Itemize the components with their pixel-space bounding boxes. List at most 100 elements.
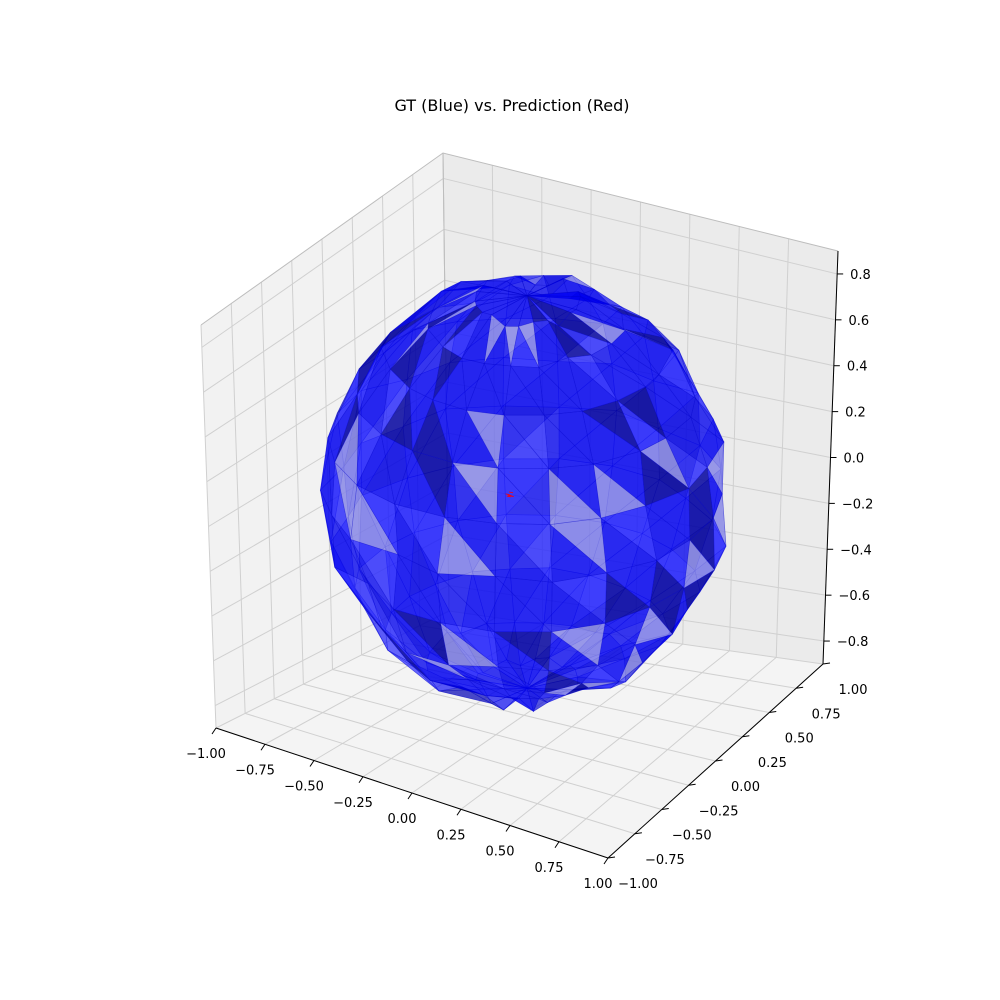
mesh-face — [520, 275, 528, 296]
prediction-points-red — [505, 491, 514, 498]
mesh-face — [389, 328, 429, 389]
mesh-face — [580, 665, 620, 684]
mesh-face — [678, 350, 699, 394]
z-tick-label: −0.8 — [837, 635, 869, 650]
x-tick-label: −0.25 — [333, 796, 373, 811]
y-tick-mark — [634, 832, 642, 835]
z-gridline-left — [201, 178, 444, 348]
x-tick-mark — [358, 776, 364, 784]
y-gridline-floor — [303, 683, 689, 786]
y-tick-label: −0.25 — [699, 804, 739, 819]
y-gridline-floor — [244, 712, 636, 835]
mesh-face — [466, 362, 505, 416]
mesh-face — [695, 397, 725, 443]
z-axis-ticks: −0.8 −0.6 −0.4 −0.2 0.0 0.2 0.4 0.6 0.8 — [823, 268, 874, 650]
mesh-face — [409, 387, 434, 451]
mesh-face — [476, 291, 528, 296]
y-tick-label: 0.25 — [758, 756, 787, 771]
mesh-face — [506, 280, 528, 296]
y-tick-mark — [688, 783, 696, 786]
mesh-face — [448, 664, 505, 690]
mesh-face — [483, 285, 528, 296]
mesh-face — [497, 467, 551, 526]
mesh-face — [526, 295, 578, 313]
mesh-face — [649, 559, 685, 608]
chart-title: GT (Blue) vs. Prediction (Red) — [394, 96, 629, 115]
z-tick-label: −0.6 — [839, 589, 871, 604]
mesh-face — [526, 285, 550, 296]
mesh-face — [438, 686, 492, 704]
mesh-face — [543, 670, 583, 694]
y-tick-mark — [661, 808, 669, 810]
mesh-face — [494, 287, 528, 296]
y-axis-ticks: −1.00 −0.75 −0.50 −0.25 0.00 0.25 0.50 0.75 1.00 — [607, 662, 868, 892]
mesh-face — [504, 688, 545, 700]
mesh-face — [672, 588, 688, 635]
prediction-mark — [508, 494, 513, 497]
x-tick-mark — [505, 825, 511, 832]
y-tick-mark — [822, 662, 831, 665]
mesh-face — [432, 285, 484, 311]
y-tick-mark — [715, 759, 723, 762]
z-tick-label: 0.2 — [845, 406, 866, 421]
mesh-face — [590, 343, 646, 388]
y-gridline-floor — [274, 698, 662, 810]
x-tick-label: 0.00 — [388, 812, 417, 827]
y-tick-label: −1.00 — [618, 877, 658, 892]
mesh-face — [543, 410, 595, 466]
x-tick-label: 1.00 — [584, 877, 613, 892]
x-tick-label: −1.00 — [186, 747, 226, 762]
y-tick-label: 0.00 — [731, 780, 760, 795]
mesh-face — [597, 644, 636, 683]
z-tick-label: 0.0 — [844, 452, 865, 467]
mesh-face — [327, 394, 358, 464]
mesh-face — [436, 573, 496, 633]
mesh-face — [581, 410, 642, 465]
mesh-face — [537, 692, 566, 700]
z-tick-label: 0.4 — [847, 360, 868, 375]
mesh-face — [687, 569, 715, 610]
mesh-face — [442, 312, 483, 359]
mesh-face — [590, 354, 647, 402]
z-tick-label: 0.8 — [850, 268, 871, 283]
y-tick-label: −0.50 — [672, 829, 712, 844]
z-tick-label: −0.2 — [842, 497, 874, 512]
x-tick-mark — [211, 727, 217, 735]
y-tick-mark — [769, 711, 777, 713]
mesh-face — [406, 652, 469, 681]
y-tick-mark — [607, 856, 616, 859]
mesh-face — [498, 666, 549, 694]
mesh-face — [387, 649, 440, 692]
x-tick-mark — [456, 808, 462, 816]
mesh-face — [474, 291, 528, 302]
mesh-face — [570, 312, 626, 345]
x-tick-mark — [554, 841, 560, 849]
y-tick-mark — [742, 735, 750, 738]
y-tick-label: −0.75 — [645, 853, 685, 868]
z-gridline-left — [203, 228, 445, 393]
mesh-face — [645, 505, 691, 561]
mesh-face — [390, 322, 429, 370]
mesh-face — [558, 325, 613, 356]
mesh-face — [467, 679, 513, 699]
mesh-face — [538, 366, 583, 416]
z-gridline-left — [204, 279, 445, 438]
mesh-face — [624, 329, 674, 376]
mesh-face — [327, 437, 336, 516]
mesh-face — [381, 627, 431, 681]
mesh-face — [503, 414, 549, 470]
mesh-face — [334, 461, 358, 540]
mesh-face — [547, 320, 592, 356]
mesh-face — [442, 305, 483, 348]
mesh-face — [462, 686, 504, 711]
mesh-face — [526, 278, 564, 296]
mesh-face — [387, 649, 440, 692]
y-gridline-floor — [332, 669, 716, 762]
mesh-face — [368, 583, 407, 653]
y-tick-label: 1.00 — [839, 683, 868, 698]
mesh-face — [444, 461, 498, 524]
x-tick-mark — [260, 743, 266, 751]
mesh-face — [430, 678, 486, 696]
